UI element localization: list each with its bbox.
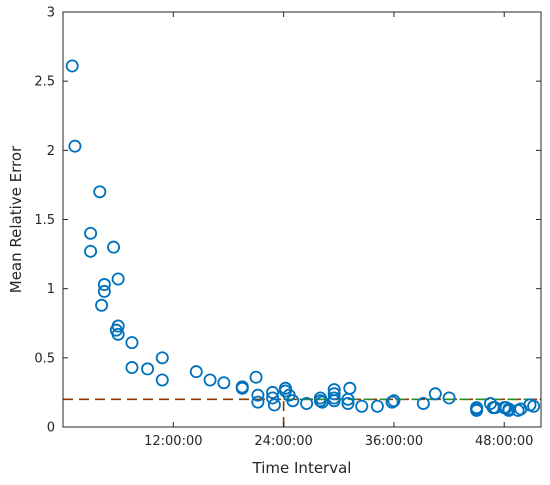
y-tick-label: 2 (47, 144, 55, 159)
data-point (111, 272, 125, 286)
y-axis-label: Mean Relative Error (7, 145, 25, 293)
data-point (267, 398, 281, 412)
x-tick-label: 48:00:00 (475, 434, 533, 449)
data-point (125, 361, 139, 375)
data-points (65, 59, 541, 417)
data-point (84, 226, 98, 240)
y-tick-label: 0.5 (34, 351, 55, 366)
data-point (428, 387, 442, 401)
data-point (97, 278, 111, 292)
data-point (155, 373, 169, 387)
data-point (278, 384, 292, 398)
data-point (470, 403, 484, 417)
data-point (327, 394, 341, 408)
data-point (313, 394, 327, 408)
y-tick-label: 3 (47, 6, 55, 21)
data-point (141, 362, 155, 376)
data-point (107, 240, 121, 254)
data-point (355, 399, 369, 413)
x-tick-label: 36:00:00 (365, 434, 423, 449)
plot-background (63, 12, 541, 427)
data-point (387, 394, 401, 408)
y-axis-ticks: 0 0.5 1 1.5 2 2.5 3 (34, 6, 541, 436)
data-point (189, 365, 203, 379)
data-point (416, 396, 430, 410)
y-tick-label: 1.5 (34, 213, 55, 228)
data-point (266, 385, 280, 399)
data-point (95, 298, 109, 312)
data-point (327, 387, 341, 401)
data-point (385, 395, 399, 409)
y-tick-label: 2.5 (34, 75, 55, 90)
data-point (68, 139, 82, 153)
y-tick-label: 0 (47, 421, 55, 436)
data-point (442, 391, 456, 405)
data-point (65, 59, 79, 73)
x-tick-label: 24:00:00 (254, 434, 312, 449)
data-point (217, 376, 231, 390)
y-tick-label: 1 (47, 282, 55, 297)
x-axis-ticks: 12:00:00 24:00:00 36:00:00 48:00:00 (144, 12, 533, 449)
data-point (111, 327, 125, 341)
data-point (527, 399, 541, 413)
plot-area (63, 12, 541, 427)
data-point (155, 351, 169, 365)
data-point (266, 391, 280, 405)
data-point (203, 373, 217, 387)
data-point (125, 336, 139, 350)
data-point (251, 395, 265, 409)
data-point (251, 388, 265, 402)
data-point (235, 381, 249, 395)
x-tick-label: 12:00:00 (144, 434, 202, 449)
data-point (343, 381, 357, 395)
x-axis-label: Time Interval (252, 459, 352, 477)
data-point (249, 370, 263, 384)
data-point (97, 284, 111, 298)
data-point (111, 319, 125, 333)
data-point (93, 185, 107, 199)
data-point (84, 244, 98, 258)
data-point (300, 396, 314, 410)
data-point (286, 394, 300, 408)
data-point (341, 396, 355, 410)
data-point (370, 399, 384, 413)
